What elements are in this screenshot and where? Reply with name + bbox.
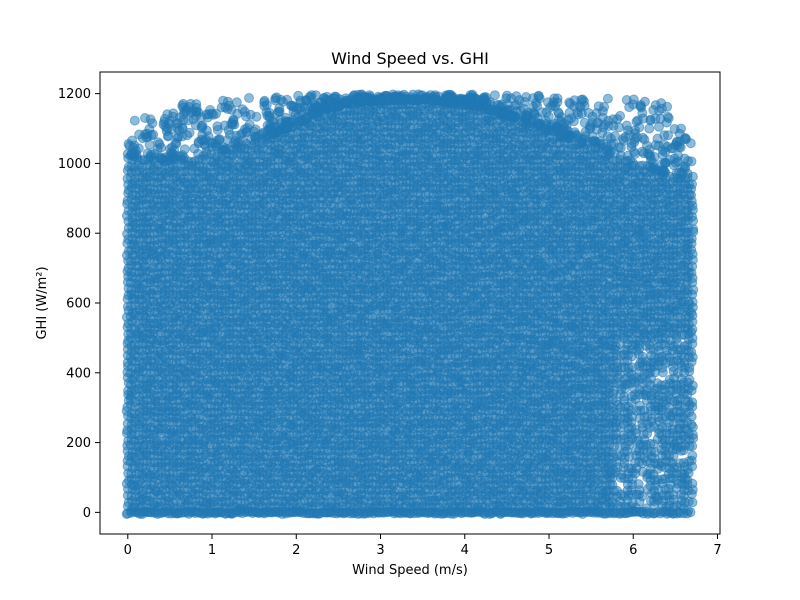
scatter-points [121,89,699,519]
